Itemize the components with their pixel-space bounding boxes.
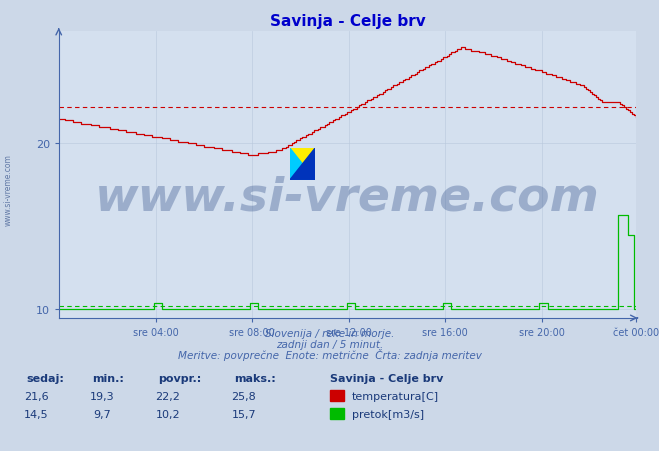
Text: Slovenija / reke in morje.: Slovenija / reke in morje. [265,328,394,338]
Polygon shape [290,149,315,180]
Text: Meritve: povprečne  Enote: metrične  Črta: zadnja meritev: Meritve: povprečne Enote: metrične Črta:… [177,349,482,360]
Polygon shape [290,149,315,180]
Text: 10,2: 10,2 [156,409,181,419]
Text: maks.:: maks.: [234,373,275,383]
Text: zadnji dan / 5 minut.: zadnji dan / 5 minut. [276,339,383,349]
Text: pretok[m3/s]: pretok[m3/s] [352,409,424,419]
Text: 9,7: 9,7 [94,409,111,419]
Polygon shape [290,149,315,180]
Text: min.:: min.: [92,373,124,383]
Text: 14,5: 14,5 [24,409,49,419]
Text: 19,3: 19,3 [90,391,115,401]
Text: 25,8: 25,8 [231,391,256,401]
Text: www.si-vreme.com: www.si-vreme.com [3,153,13,226]
Title: Savinja - Celje brv: Savinja - Celje brv [270,14,426,29]
Text: www.si-vreme.com: www.si-vreme.com [95,175,600,220]
Text: povpr.:: povpr.: [158,373,202,383]
Text: Savinja - Celje brv: Savinja - Celje brv [330,373,443,383]
Text: 15,7: 15,7 [231,409,256,419]
Text: sedaj:: sedaj: [26,373,64,383]
Text: 21,6: 21,6 [24,391,49,401]
Text: temperatura[C]: temperatura[C] [352,391,439,401]
Text: 22,2: 22,2 [156,391,181,401]
